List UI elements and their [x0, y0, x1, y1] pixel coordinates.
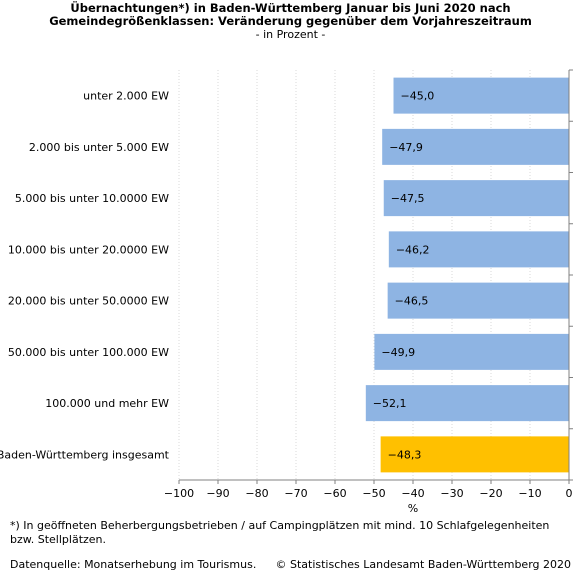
bar-1 [382, 128, 569, 165]
value-label-4: −46,5 [395, 295, 429, 308]
x-tick-label-6: −40 [401, 487, 424, 500]
chart-title-line-1: Übernachtungen*) in Baden-Württemberg Ja… [70, 1, 511, 15]
value-label-5: −49,9 [381, 346, 415, 359]
bar-0 [393, 77, 569, 114]
value-label-7: −48,3 [388, 448, 422, 461]
bar-5 [374, 333, 569, 370]
footnote: *) In geöffneten Beherbergungsbetrieben … [10, 519, 550, 546]
x-tick-label-5: −50 [362, 487, 385, 500]
bar-3 [388, 231, 569, 268]
x-tick-label-10: 0 [566, 487, 573, 500]
x-tick-label-4: −60 [323, 487, 346, 500]
category-label-5: 50.000 bis unter 100.000 EW [8, 346, 169, 359]
x-tick-label-3: −70 [284, 487, 307, 500]
bar-6 [365, 385, 569, 422]
chart-title-line-2: Gemeindegrößenklassen: Veränderung gegen… [49, 14, 532, 28]
category-label-7: Baden-Württemberg insgesamt [0, 448, 170, 461]
x-tick-label-7: −30 [440, 487, 463, 500]
bar-2 [383, 180, 569, 217]
bar-7 [380, 436, 569, 473]
category-label-4: 20.000 bis unter 50.0000 EW [8, 295, 169, 308]
category-label-2: 5.000 bis unter 10.0000 EW [15, 192, 169, 205]
bar-chart: −45,0 unter 2.000 EW −47,9 2.000 bis unter … [0, 69, 573, 515]
data-source: Datenquelle: Monatserhebung im Tourismus… [10, 558, 257, 571]
value-label-2: −47,5 [391, 192, 425, 205]
value-label-6: −52,1 [373, 397, 407, 410]
bar-4 [387, 282, 569, 319]
value-label-3: −46,2 [396, 243, 430, 256]
x-axis-label: % [408, 502, 418, 515]
category-label-6: 100.000 und mehr EW [45, 397, 169, 410]
chart-title: Übernachtungen*) in Baden-Württemberg Ja… [0, 2, 581, 28]
copyright: © Statistisches Landesamt Baden-Württemb… [275, 558, 571, 571]
category-label-3: 10.000 bis unter 20.0000 EW [8, 243, 169, 256]
category-label-0: unter 2.000 EW [83, 90, 169, 103]
x-tick-label-0: −100 [164, 487, 194, 500]
value-label-1: −47,9 [389, 141, 423, 154]
x-tick-label-9: −10 [518, 487, 541, 500]
value-label-0: −45,0 [401, 90, 435, 103]
x-tick-label-8: −20 [479, 487, 502, 500]
x-tick-label-1: −90 [206, 487, 229, 500]
category-label-1: 2.000 bis unter 5.000 EW [29, 141, 169, 154]
chart-subtitle: - in Prozent - [255, 28, 326, 41]
x-tick-label-2: −80 [245, 487, 268, 500]
